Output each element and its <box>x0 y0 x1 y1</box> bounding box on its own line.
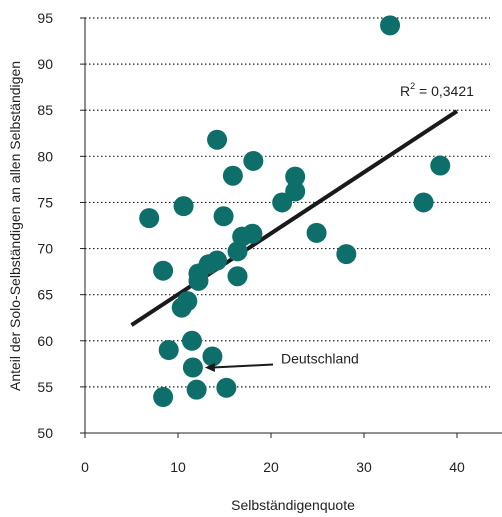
data-point-1 <box>153 387 174 408</box>
r-squared-sup: 2 <box>410 81 415 91</box>
data-point-4 <box>186 379 207 400</box>
y-axis-title: Anteil der Solo-Selbständigen an allen S… <box>7 61 23 391</box>
annotation-group: Deutschland <box>204 351 359 373</box>
data-point-3 <box>182 357 203 378</box>
x-axis-title: Selbständigenquote <box>231 497 355 513</box>
data-point-19 <box>139 208 160 229</box>
trendline <box>130 109 459 327</box>
data-point-18 <box>242 223 263 244</box>
data-point-31 <box>413 192 434 213</box>
data-point-14 <box>207 250 228 271</box>
data-point-24 <box>243 150 264 171</box>
annotation-arrow-line <box>212 363 274 369</box>
x-tick-label-10: 10 <box>170 459 186 475</box>
data-point-30 <box>380 15 401 36</box>
y-tick-label-70: 70 <box>37 241 53 257</box>
r-squared-value: = 0,3421 <box>415 83 474 99</box>
x-tick-label-0: 0 <box>81 459 89 475</box>
x-tick-label-30: 30 <box>356 459 372 475</box>
data-point-28 <box>306 222 327 243</box>
axes <box>84 18 502 434</box>
data-point-23 <box>207 129 228 150</box>
data-point-25 <box>272 192 293 213</box>
x-tick-label-40: 40 <box>449 459 465 475</box>
data-point-7 <box>181 330 202 351</box>
r-squared-prefix: R <box>400 83 410 99</box>
data-point-20 <box>173 196 194 217</box>
x-tick-labels: 0 10 20 30 40 <box>81 433 465 475</box>
y-tick-label-80: 80 <box>37 148 53 164</box>
data-point-6 <box>216 377 237 398</box>
y-tick-label-60: 60 <box>37 333 53 349</box>
y-tick-label-75: 75 <box>37 194 53 210</box>
data-point-9 <box>177 291 198 312</box>
data-point-10 <box>153 260 174 281</box>
y-tick-label-85: 85 <box>37 102 53 118</box>
data-points <box>139 15 451 408</box>
data-point-21 <box>213 206 234 227</box>
data-point-22 <box>222 165 243 186</box>
y-tick-labels: 50 55 60 65 70 75 80 85 90 95 <box>37 10 85 441</box>
data-point-26 <box>285 181 306 202</box>
data-point-15 <box>227 266 248 287</box>
x-tick-label-20: 20 <box>263 459 279 475</box>
annotation-label: Deutschland <box>281 351 359 367</box>
r-squared-label: R2 = 0,3421 <box>400 81 474 99</box>
annotation-arrowhead <box>204 363 215 373</box>
data-point-27 <box>285 166 306 187</box>
y-tick-label-65: 65 <box>37 287 53 303</box>
y-tick-label-95: 95 <box>37 10 53 26</box>
data-point-29 <box>336 244 357 265</box>
data-point-2 <box>158 340 179 360</box>
data-point-5 <box>202 346 223 367</box>
y-tick-label-50: 50 <box>37 425 53 441</box>
y-tick-label-90: 90 <box>37 56 53 72</box>
trendline-group <box>130 109 459 327</box>
y-tick-label-55: 55 <box>37 379 53 395</box>
data-point-32 <box>430 155 451 176</box>
